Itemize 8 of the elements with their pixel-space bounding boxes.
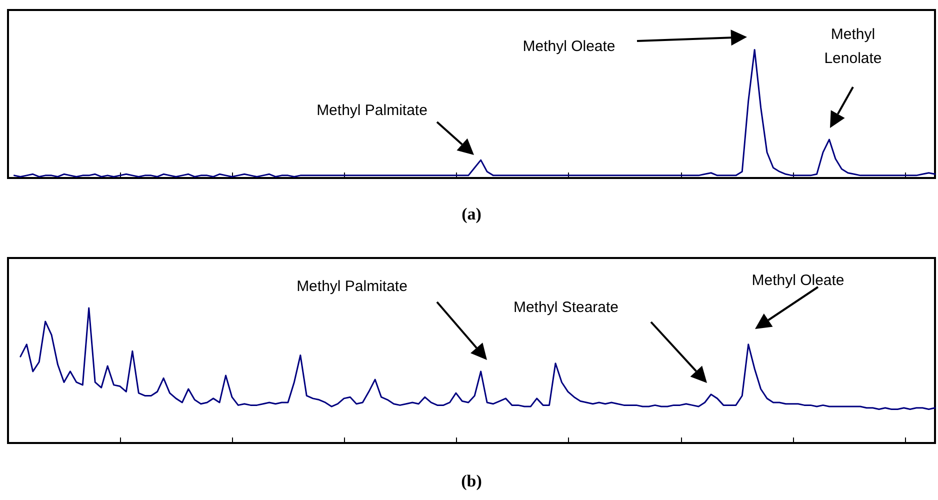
text: Methyl Palmitate (296, 278, 408, 295)
annotation: Methyl Lenolate (824, 26, 882, 67)
annotation: Methyl Oleate (522, 38, 616, 55)
text: (b) (461, 472, 482, 490)
annotation: Methyl Palmitate (316, 102, 428, 119)
text: Methyl Oleate (752, 272, 844, 289)
text: (a) (462, 204, 482, 224)
annotation: Methyl Stearate (513, 299, 619, 316)
